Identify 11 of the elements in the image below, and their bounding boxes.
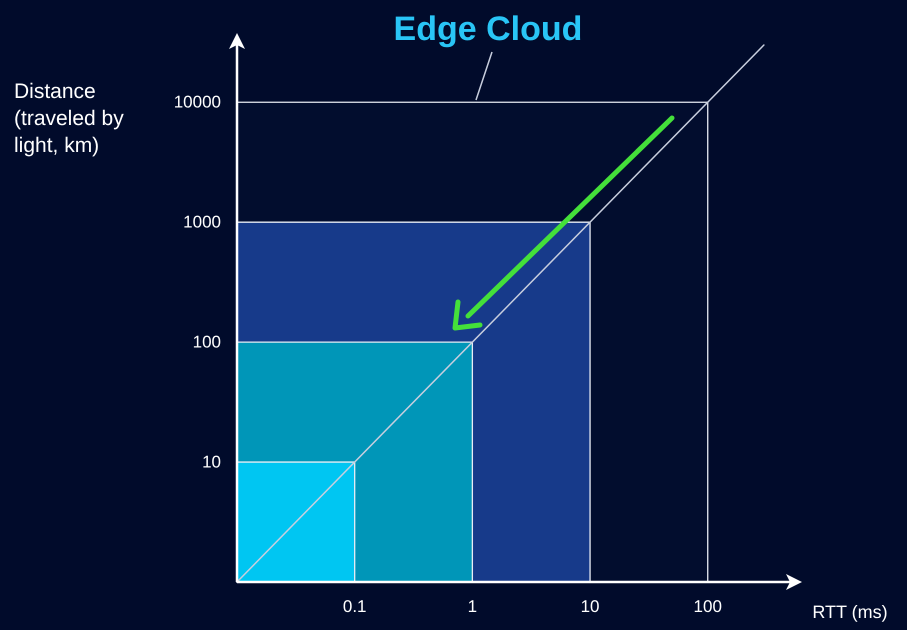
x-tick-label: 10 [580,597,600,616]
y-tick-label: 100 [192,332,221,352]
x-tick-label: 0.1 [342,597,367,616]
x-tick-label: 100 [694,597,722,616]
y-axis-title: Distance (traveled by light, km) [14,80,124,157]
chart-title: Edge Cloud [394,10,582,48]
y-tick-label: 1000 [183,212,221,232]
x-axis-title: RTT (ms) [812,602,888,622]
y-tick-label: 10000 [174,92,221,112]
x-tick-label: 1 [468,597,478,616]
y-tick-label: 10 [202,452,221,472]
